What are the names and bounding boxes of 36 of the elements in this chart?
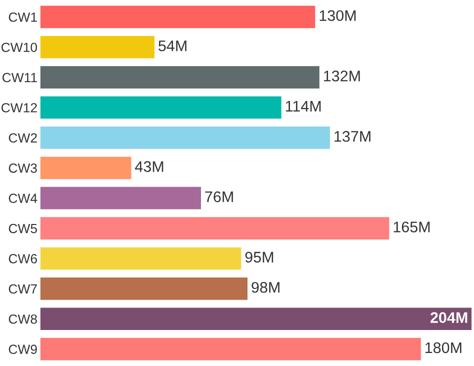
y-tick-label: CW6 xyxy=(8,254,37,264)
y-tick-label: CW4 xyxy=(8,194,38,204)
data-label: 98M xyxy=(252,282,280,293)
data-label: 132M xyxy=(324,70,360,82)
bar xyxy=(40,338,421,360)
bar xyxy=(40,66,320,88)
y-tick-label: CW11 xyxy=(2,72,37,82)
data-label: 137M xyxy=(334,130,370,142)
data-label: 130M xyxy=(320,10,356,22)
data-label: 165M xyxy=(394,222,430,232)
y-tick-label: CW5 xyxy=(8,224,37,234)
data-label: 76M xyxy=(205,191,233,202)
data-label: 95M xyxy=(245,252,274,263)
bar xyxy=(40,36,154,58)
y-tick-label: CW7 xyxy=(8,284,37,294)
data-label: 114M xyxy=(286,100,321,112)
bar xyxy=(40,247,242,270)
data-label: 54M xyxy=(158,40,186,52)
y-tick-label: CW8 xyxy=(8,314,37,324)
data-label: 43M xyxy=(135,161,164,172)
bar xyxy=(40,6,316,28)
bar xyxy=(40,308,472,330)
bar xyxy=(40,96,282,119)
y-tick-label: CW12 xyxy=(2,103,37,112)
bar xyxy=(40,278,248,300)
data-label: 204M xyxy=(430,312,468,323)
bar xyxy=(40,186,201,210)
bar xyxy=(40,126,330,149)
y-tick-label: CW1 xyxy=(8,12,37,22)
y-tick-label: CW3 xyxy=(8,163,37,173)
data-label: 180M xyxy=(426,342,462,354)
y-tick-label: CW10 xyxy=(2,42,37,52)
y-tick-label: CW9 xyxy=(8,344,37,354)
y-tick-label: CW2 xyxy=(8,133,37,143)
bar xyxy=(40,156,132,180)
bar xyxy=(40,217,390,240)
